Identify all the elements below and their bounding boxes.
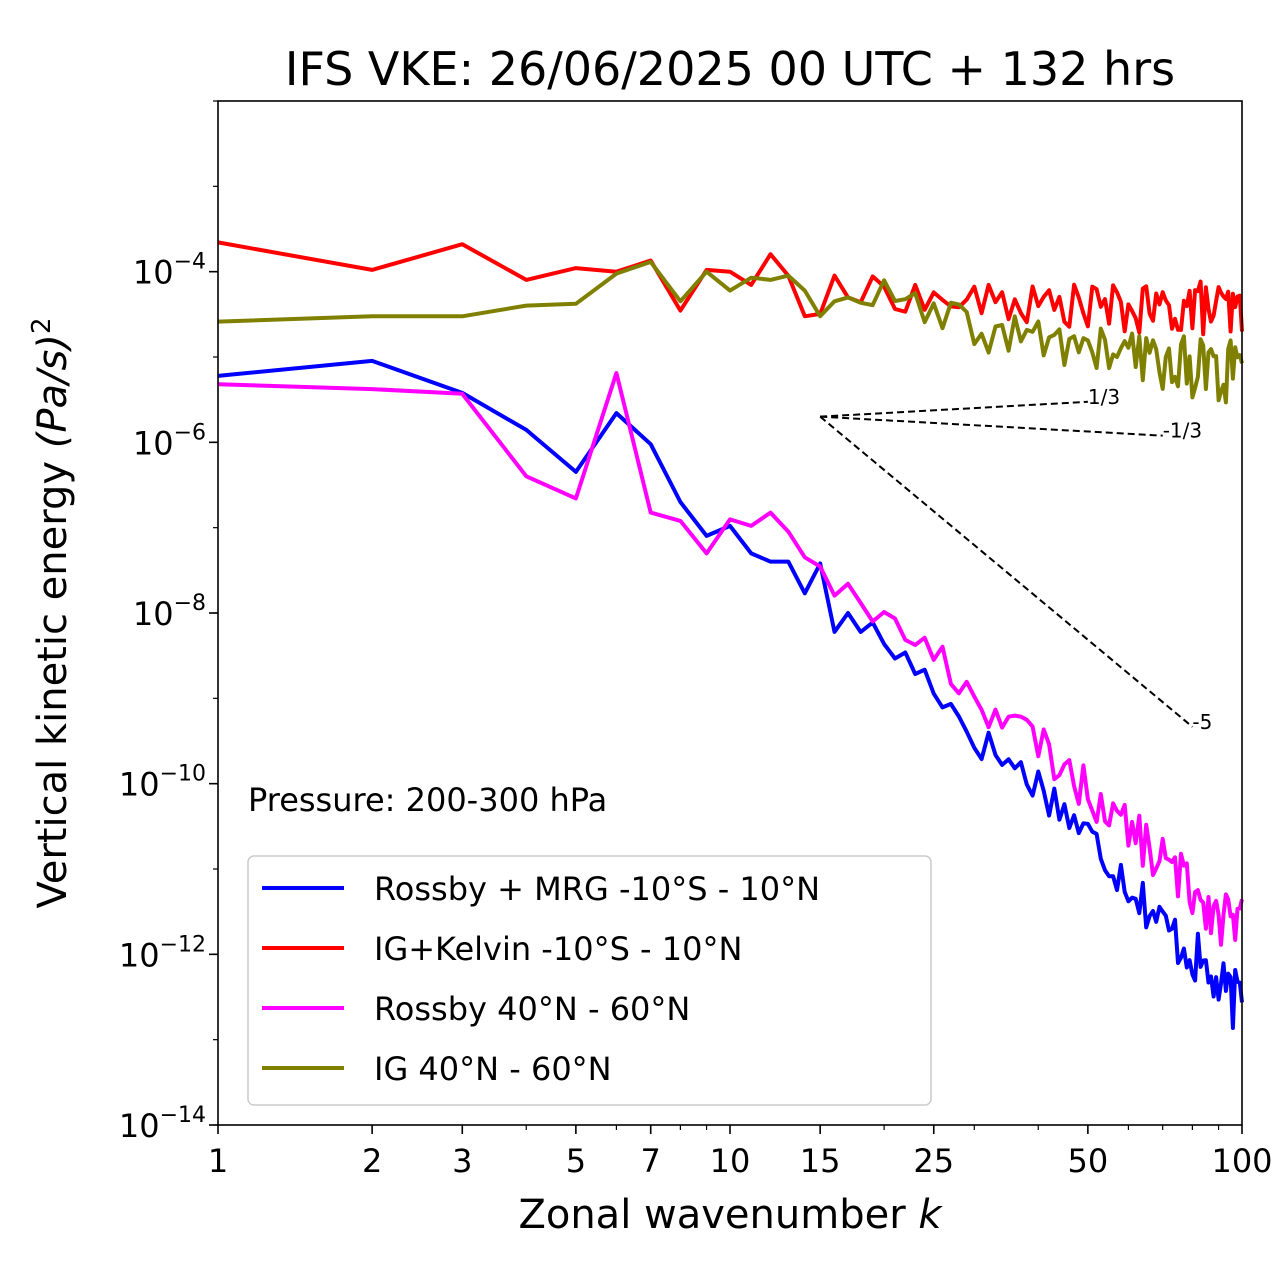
y-axis-label: Vertical kinetic energy (Pa/s)2	[27, 318, 76, 909]
y-axis-ticks: 10−14 10−12 10−10 10−8 10−6 10−4	[119, 100, 218, 1145]
legend-label: Rossby 40°N - 60°N	[374, 990, 690, 1028]
y-tick-label: 10−12	[119, 932, 206, 974]
x-tick-label: 3	[452, 1142, 472, 1180]
y-axis-label-exp: 2	[27, 318, 57, 335]
series-line	[217, 358, 1244, 1030]
x-tick-label: 1	[208, 1142, 228, 1180]
x-tick-label: 100	[1211, 1142, 1272, 1180]
legend-label: IG 40°N - 60°N	[374, 1050, 612, 1088]
series-line	[217, 371, 1244, 947]
x-axis-ticks: 1 2 3 5 7 10 15 25 50 100	[208, 1125, 1273, 1180]
series-line	[217, 259, 1244, 405]
slope-line	[820, 400, 1088, 418]
y-tick-label: 10−14	[119, 1103, 206, 1145]
y-tick-label: 10−4	[133, 250, 206, 292]
y-tick-label: 10−8	[133, 591, 206, 633]
x-tick-label: 7	[641, 1142, 661, 1180]
slope-line	[819, 415, 1194, 728]
x-axis-label: Zonal wavenumber k	[518, 1192, 943, 1238]
y-tick-label: 10−6	[133, 420, 206, 462]
legend-box	[247, 855, 932, 1106]
slope-lines: 1/3 -1/3 -5	[819, 385, 1212, 734]
x-axis-label-symbol: k	[918, 1192, 943, 1238]
x-tick-label: 25	[913, 1142, 954, 1180]
slope-label: -1/3	[1163, 419, 1202, 443]
series-layer	[217, 240, 1244, 1030]
pressure-annotation: Pressure: 200-300 hPa	[248, 781, 607, 819]
chart-title: IFS VKE: 26/06/2025 00 UTC + 132 hrs	[285, 42, 1175, 96]
x-tick-label: 50	[1068, 1142, 1109, 1180]
legend: Rossby + MRG -10°S - 10°N IG+Kelvin -10°S…	[247, 855, 932, 1106]
y-axis-label-text: Vertical kinetic energy	[30, 461, 76, 909]
x-axis-label-text: Zonal wavenumber	[518, 1192, 906, 1238]
x-tick-label: 5	[566, 1142, 586, 1180]
legend-label: Rossby + MRG -10°S - 10°N	[374, 870, 820, 908]
x-tick-label: 2	[362, 1142, 382, 1180]
slope-line	[820, 415, 1163, 437]
slope-label: -5	[1192, 710, 1212, 734]
x-tick-label: 10	[710, 1142, 751, 1180]
y-axis-label-unit: (Pa/s)	[30, 334, 76, 448]
x-tick-label: 15	[800, 1142, 841, 1180]
legend-label: IG+Kelvin -10°S - 10°N	[374, 930, 742, 968]
y-tick-label: 10−10	[119, 762, 206, 804]
slope-label: 1/3	[1088, 385, 1120, 409]
